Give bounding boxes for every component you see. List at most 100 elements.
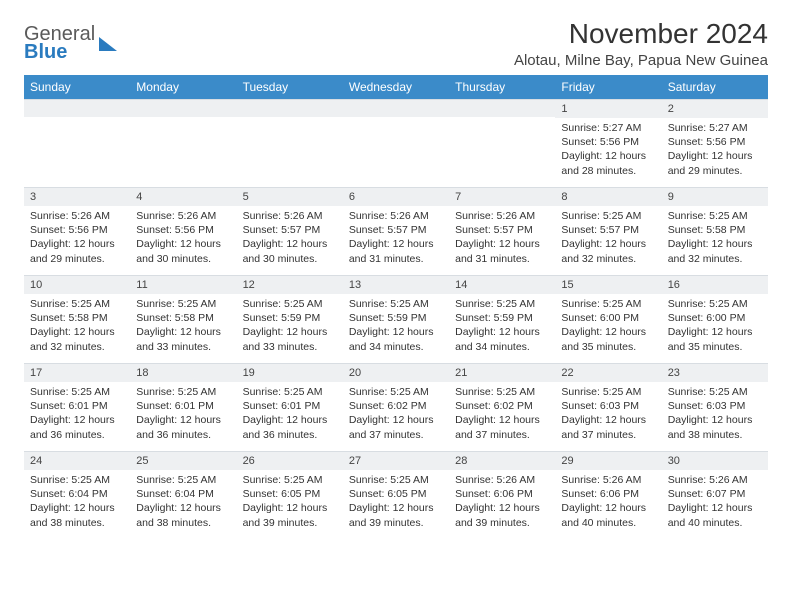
calendar-page: General Blue November 2024 Alotau, Milne… bbox=[0, 0, 792, 549]
daylight-text: Daylight: 12 hours and 37 minutes. bbox=[455, 413, 549, 441]
day-details: Sunrise: 5:25 AMSunset: 6:02 PMDaylight:… bbox=[343, 382, 449, 448]
day-details: Sunrise: 5:25 AMSunset: 5:58 PMDaylight:… bbox=[662, 206, 768, 272]
day-details: Sunrise: 5:26 AMSunset: 6:06 PMDaylight:… bbox=[449, 470, 555, 536]
sunrise-text: Sunrise: 5:26 AM bbox=[136, 209, 230, 223]
weekday-header-cell: Wednesday bbox=[343, 75, 449, 99]
day-details: Sunrise: 5:25 AMSunset: 5:59 PMDaylight:… bbox=[237, 294, 343, 360]
sunrise-text: Sunrise: 5:25 AM bbox=[455, 385, 549, 399]
daylight-text: Daylight: 12 hours and 36 minutes. bbox=[243, 413, 337, 441]
calendar-week-row: 24Sunrise: 5:25 AMSunset: 6:04 PMDayligh… bbox=[24, 451, 768, 539]
day-number: 26 bbox=[237, 451, 343, 470]
day-details: Sunrise: 5:26 AMSunset: 5:57 PMDaylight:… bbox=[343, 206, 449, 272]
sunset-text: Sunset: 5:59 PM bbox=[455, 311, 549, 325]
daylight-text: Daylight: 12 hours and 37 minutes. bbox=[561, 413, 655, 441]
sunset-text: Sunset: 6:00 PM bbox=[668, 311, 762, 325]
daylight-text: Daylight: 12 hours and 38 minutes. bbox=[668, 413, 762, 441]
day-number: 21 bbox=[449, 363, 555, 382]
calendar-day-cell: 5Sunrise: 5:26 AMSunset: 5:57 PMDaylight… bbox=[237, 187, 343, 275]
daylight-text: Daylight: 12 hours and 38 minutes. bbox=[136, 501, 230, 529]
header-row: General Blue November 2024 Alotau, Milne… bbox=[24, 18, 768, 69]
calendar-day-cell: 11 Sunrise: 5:25 AMSunset: 5:58 PMDayligh… bbox=[130, 275, 236, 363]
calendar-day-cell: 22Sunrise: 5:25 AMSunset: 6:03 PMDayligh… bbox=[555, 363, 661, 451]
calendar-day-cell: 16Sunrise: 5:25 AMSunset: 6:00 PMDayligh… bbox=[662, 275, 768, 363]
calendar-day-cell bbox=[24, 99, 130, 187]
day-number: 1 bbox=[555, 99, 661, 118]
calendar-day-cell: 4Sunrise: 5:26 AMSunset: 5:56 PMDaylight… bbox=[130, 187, 236, 275]
title-block: November 2024 Alotau, Milne Bay, Papua N… bbox=[514, 18, 768, 69]
day-number bbox=[237, 99, 343, 117]
calendar-day-cell: 19Sunrise: 5:25 AMSunset: 6:01 PMDayligh… bbox=[237, 363, 343, 451]
month-title: November 2024 bbox=[514, 18, 768, 50]
weekday-header-cell: Tuesday bbox=[237, 75, 343, 99]
daylight-text: Daylight: 12 hours and 33 minutes. bbox=[136, 325, 230, 353]
sunrise-text: Sunrise: 5:25 AM bbox=[668, 209, 762, 223]
calendar-day-cell: 10Sunrise: 5:25 AMSunset: 5:58 PMDayligh… bbox=[24, 275, 130, 363]
sunrise-text: Sunrise: 5:25 AM bbox=[243, 297, 337, 311]
day-number: 27 bbox=[343, 451, 449, 470]
calendar-day-cell: 14Sunrise: 5:25 AMSunset: 5:59 PMDayligh… bbox=[449, 275, 555, 363]
daylight-text: Daylight: 12 hours and 32 minutes. bbox=[30, 325, 124, 353]
calendar-day-cell: 20Sunrise: 5:25 AMSunset: 6:02 PMDayligh… bbox=[343, 363, 449, 451]
daylight-text: Daylight: 12 hours and 32 minutes. bbox=[668, 237, 762, 265]
weekday-header-cell: Monday bbox=[130, 75, 236, 99]
daylight-text: Daylight: 12 hours and 33 minutes. bbox=[243, 325, 337, 353]
daylight-text: Daylight: 12 hours and 34 minutes. bbox=[455, 325, 549, 353]
calendar-day-cell bbox=[343, 99, 449, 187]
day-number: 23 bbox=[662, 363, 768, 382]
day-details: Sunrise: 5:26 AMSunset: 5:56 PMDaylight:… bbox=[130, 206, 236, 272]
weekday-header: SundayMondayTuesdayWednesdayThursdayFrid… bbox=[24, 75, 768, 99]
sunrise-text: Sunrise: 5:25 AM bbox=[136, 297, 230, 311]
sunset-text: Sunset: 6:01 PM bbox=[30, 399, 124, 413]
day-number: 29 bbox=[555, 451, 661, 470]
day-details: Sunrise: 5:25 AMSunset: 6:05 PMDaylight:… bbox=[237, 470, 343, 536]
sunrise-text: Sunrise: 5:27 AM bbox=[668, 121, 762, 135]
sunset-text: Sunset: 6:06 PM bbox=[455, 487, 549, 501]
day-details: Sunrise: 5:25 AMSunset: 6:05 PMDaylight:… bbox=[343, 470, 449, 536]
sunrise-text: Sunrise: 5:26 AM bbox=[455, 473, 549, 487]
sunrise-text: Sunrise: 5:25 AM bbox=[136, 385, 230, 399]
sunset-text: Sunset: 6:03 PM bbox=[668, 399, 762, 413]
calendar-day-cell: 23Sunrise: 5:25 AMSunset: 6:03 PMDayligh… bbox=[662, 363, 768, 451]
daylight-text: Daylight: 12 hours and 35 minutes. bbox=[668, 325, 762, 353]
calendar-day-cell: 28Sunrise: 5:26 AMSunset: 6:06 PMDayligh… bbox=[449, 451, 555, 539]
day-number: 19 bbox=[237, 363, 343, 382]
calendar-day-cell: 30Sunrise: 5:26 AMSunset: 6:07 PMDayligh… bbox=[662, 451, 768, 539]
calendar-week-row: 10Sunrise: 5:25 AMSunset: 5:58 PMDayligh… bbox=[24, 275, 768, 363]
day-number: 22 bbox=[555, 363, 661, 382]
day-number: 30 bbox=[662, 451, 768, 470]
daylight-text: Daylight: 12 hours and 37 minutes. bbox=[349, 413, 443, 441]
day-details: Sunrise: 5:25 AMSunset: 6:02 PMDaylight:… bbox=[449, 382, 555, 448]
day-number: 3 bbox=[24, 187, 130, 206]
sunrise-text: Sunrise: 5:26 AM bbox=[455, 209, 549, 223]
calendar-day-cell bbox=[130, 99, 236, 187]
day-number: 11 bbox=[130, 275, 236, 294]
weekday-header-cell: Thursday bbox=[449, 75, 555, 99]
day-number: 16 bbox=[662, 275, 768, 294]
daylight-text: Daylight: 12 hours and 39 minutes. bbox=[455, 501, 549, 529]
calendar-day-cell: 1Sunrise: 5:27 AMSunset: 5:56 PMDaylight… bbox=[555, 99, 661, 187]
weekday-header-cell: Friday bbox=[555, 75, 661, 99]
daylight-text: Daylight: 12 hours and 40 minutes. bbox=[668, 501, 762, 529]
sunrise-text: Sunrise: 5:25 AM bbox=[561, 209, 655, 223]
logo-triangle-icon bbox=[99, 37, 117, 51]
day-number: 6 bbox=[343, 187, 449, 206]
day-number: 10 bbox=[24, 275, 130, 294]
logo-word2: Blue bbox=[24, 42, 95, 62]
sunrise-text: Sunrise: 5:25 AM bbox=[243, 473, 337, 487]
daylight-text: Daylight: 12 hours and 39 minutes. bbox=[243, 501, 337, 529]
logo: General Blue bbox=[24, 18, 117, 62]
day-details: Sunrise: 5:25 AMSunset: 6:01 PMDaylight:… bbox=[237, 382, 343, 448]
daylight-text: Daylight: 12 hours and 38 minutes. bbox=[30, 501, 124, 529]
day-number: 7 bbox=[449, 187, 555, 206]
location-subtitle: Alotau, Milne Bay, Papua New Guinea bbox=[514, 52, 768, 69]
sunset-text: Sunset: 6:02 PM bbox=[349, 399, 443, 413]
day-details: Sunrise: 5:25 AMSunset: 6:00 PMDaylight:… bbox=[662, 294, 768, 360]
sunset-text: Sunset: 5:58 PM bbox=[136, 311, 230, 325]
sunrise-text: Sunrise: 5:26 AM bbox=[561, 473, 655, 487]
day-number bbox=[24, 99, 130, 117]
day-details: Sunrise: 5:25 AMSunset: 6:03 PMDaylight:… bbox=[555, 382, 661, 448]
day-details: Sunrise: 5:26 AMSunset: 5:57 PMDaylight:… bbox=[237, 206, 343, 272]
sunset-text: Sunset: 6:02 PM bbox=[455, 399, 549, 413]
daylight-text: Daylight: 12 hours and 28 minutes. bbox=[561, 149, 655, 177]
daylight-text: Daylight: 12 hours and 40 minutes. bbox=[561, 501, 655, 529]
